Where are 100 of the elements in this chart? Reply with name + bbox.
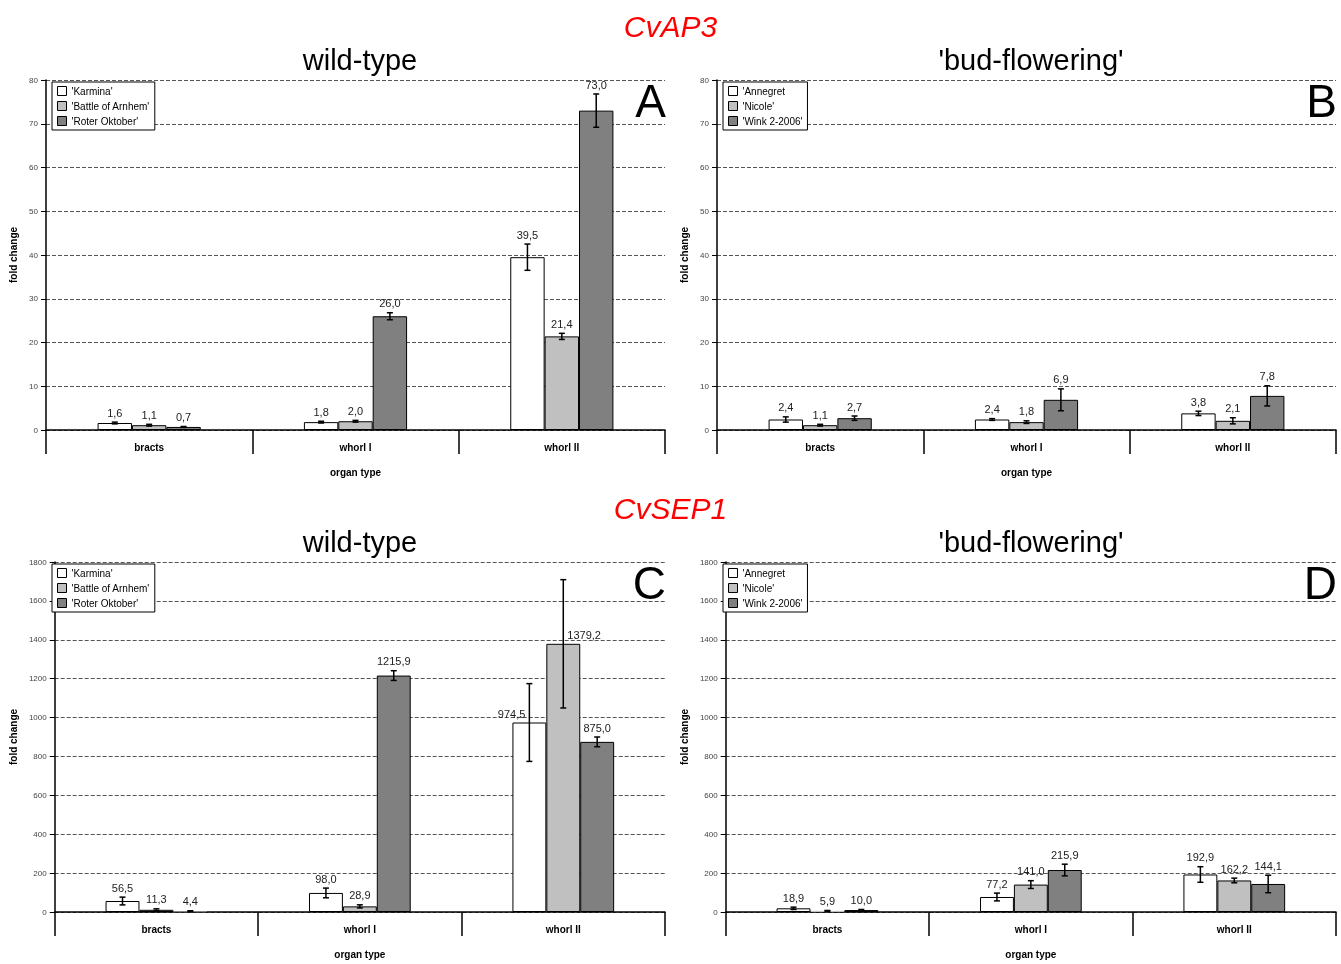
x-tick-label: whorl II	[544, 923, 581, 935]
annotation: C	[632, 557, 667, 609]
x-tick-label: bracts	[141, 923, 172, 935]
data-label: 1,1	[812, 408, 828, 421]
data-label: 875,0	[583, 721, 611, 734]
data-label: 2,7	[846, 400, 863, 413]
data-label: 0,7	[175, 411, 192, 423]
data-label: 18,9	[782, 891, 805, 904]
y-tick-label: 50	[29, 206, 39, 216]
y-tick-label: 200	[704, 868, 719, 878]
data-label: 26,0	[379, 297, 401, 310]
x-tick-label: whorl II	[1215, 923, 1252, 935]
data-label: 4,4	[182, 895, 198, 908]
chart-title: wild-type	[301, 525, 418, 558]
x-tick-label: whorl II	[1214, 441, 1251, 453]
legend-label: 'Annegret	[742, 85, 786, 97]
y-tick-label: 1400	[28, 635, 48, 645]
data-label: 141,0	[1017, 865, 1045, 878]
x-tick-label: whorl II	[543, 441, 580, 453]
y-tick-label: 1000	[28, 713, 48, 723]
y-axis-title: fold change	[678, 708, 690, 766]
text: CvAP3	[622, 10, 719, 44]
chart-title: 'bud-flowering'	[938, 525, 1124, 558]
x-axis-title: organ type	[334, 948, 386, 960]
y-tick-label: 80	[29, 75, 39, 85]
y-tick-label: 70	[29, 119, 39, 129]
y-tick-label: 400	[33, 829, 48, 839]
y-tick-label: 30	[700, 294, 710, 304]
y-tick-label: 0	[33, 425, 39, 435]
y-tick-label: 40	[700, 250, 710, 260]
y-tick-label: 1800	[28, 557, 48, 567]
y-tick-label: 0	[704, 425, 710, 435]
data-label: 11,3	[146, 893, 167, 906]
x-tick-label: bracts	[812, 923, 843, 935]
data-label: 2,4	[984, 403, 1000, 416]
annotation: D	[1303, 557, 1338, 609]
y-tick-label: 10	[29, 381, 39, 391]
legend-label: 'Wink 2-2006'	[742, 597, 803, 609]
data-label: 3,8	[1190, 395, 1207, 408]
x-axis-title: organ type	[1000, 466, 1053, 478]
data-label: 1,8	[313, 405, 329, 418]
data-label: 144,1	[1254, 859, 1282, 872]
data-label: 974,5	[497, 708, 526, 721]
legend-label: 'Nicole'	[742, 100, 775, 112]
y-tick-label: 60	[700, 163, 710, 172]
data-label: 73,0	[585, 78, 607, 91]
legend-label: 'Battle of Arnhem'	[71, 100, 150, 112]
y-tick-label: 70	[700, 119, 710, 129]
y-tick-label: 30	[29, 294, 39, 304]
y-tick-label: 1200	[28, 674, 48, 684]
x-tick-label: whorl I	[342, 923, 377, 935]
y-tick-label: 0	[42, 907, 48, 917]
data-label: 1,6	[107, 406, 123, 419]
data-label: 77,2	[986, 877, 1008, 890]
data-label: 1,8	[1018, 405, 1035, 418]
y-axis-title: fold change	[678, 226, 690, 284]
y-tick-label: 600	[704, 790, 719, 800]
data-label: 2,0	[347, 404, 364, 417]
chart-title: wild-type	[301, 43, 418, 76]
y-axis-title: fold change	[7, 708, 19, 766]
legend-label: 'Karmina'	[71, 85, 113, 97]
data-label: 56,5	[111, 881, 134, 894]
data-label: 215,9	[1050, 848, 1079, 861]
chart-title: 'bud-flowering'	[938, 43, 1124, 76]
data-label: 28,9	[349, 889, 371, 902]
text: CvSEP1	[612, 492, 729, 526]
y-tick-label: 600	[33, 790, 48, 800]
y-tick-label: 40	[29, 250, 39, 260]
annotation: A	[635, 75, 667, 127]
y-tick-label: 1800	[699, 557, 719, 567]
y-tick-label: 800	[704, 751, 719, 761]
legend-label: 'Wink 2-2006'	[742, 115, 803, 127]
legend-label: 'Annegret	[742, 567, 786, 579]
data-label: 5,9	[819, 894, 836, 907]
x-tick-label: whorl I	[338, 441, 372, 453]
data-label: 6,9	[1053, 373, 1069, 386]
data-label: 1215,9	[376, 655, 411, 668]
y-tick-label: 80	[700, 75, 710, 85]
data-label: 1,1	[141, 408, 157, 421]
data-label: 2,1	[1225, 402, 1241, 415]
y-tick-label: 1200	[699, 674, 719, 684]
y-tick-label: 20	[700, 338, 710, 347]
y-axis-title: fold change	[7, 226, 19, 284]
y-tick-label: 400	[704, 829, 719, 839]
x-tick-label: whorl I	[1009, 441, 1043, 453]
data-label: 10,0	[850, 893, 873, 906]
y-tick-label: 50	[700, 206, 710, 216]
data-label: 98,0	[315, 872, 337, 885]
y-tick-label: 1400	[699, 635, 719, 645]
annotation: B	[1306, 75, 1338, 127]
legend-label: 'Roter Oktober'	[71, 115, 139, 127]
y-tick-label: 0	[713, 907, 719, 917]
legend-label: 'Karmina'	[71, 567, 113, 579]
data-label: 192,9	[1186, 851, 1215, 864]
y-tick-label: 1000	[699, 713, 719, 723]
data-label: 7,8	[1259, 370, 1275, 383]
data-label: 162,2	[1220, 862, 1249, 875]
x-tick-label: bracts	[805, 441, 836, 453]
y-tick-label: 20	[29, 338, 39, 347]
x-tick-label: bracts	[134, 441, 165, 453]
